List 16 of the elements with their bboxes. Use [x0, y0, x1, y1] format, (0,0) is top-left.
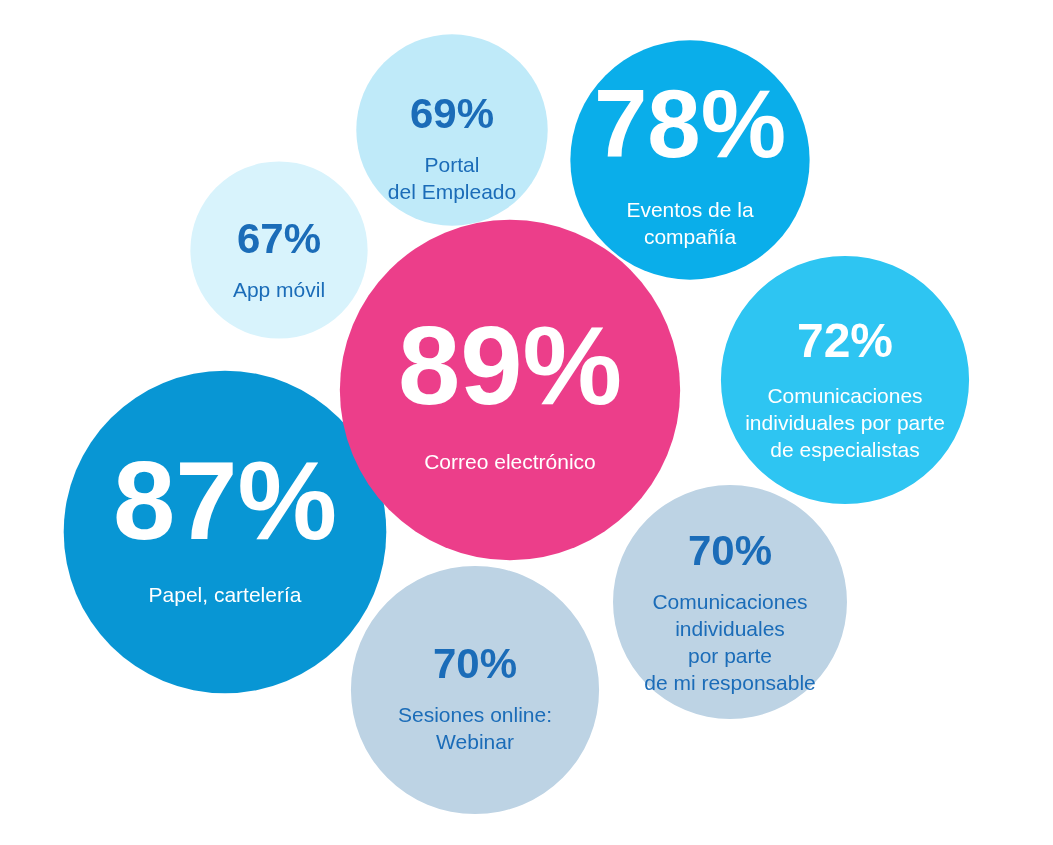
- data-label: 78%: [593, 70, 787, 177]
- category-label: App móvil: [232, 278, 326, 301]
- data-label: 87%: [112, 438, 338, 563]
- category-label: Papel, cartelería: [148, 583, 302, 606]
- category-label: Comunicaciones individuales por parte de mi responsable: [644, 590, 816, 694]
- data-label: 89%: [397, 303, 623, 428]
- data-label: 70%: [687, 527, 773, 574]
- category-label: Eventos de la compañía: [626, 198, 754, 248]
- data-label: 69%: [409, 90, 495, 137]
- data-label: 67%: [236, 215, 322, 262]
- data-label: 70%: [432, 640, 518, 687]
- category-label: Correo electrónico: [424, 450, 596, 473]
- category-label: Sesiones online: Webinar: [397, 703, 553, 753]
- category-label: Portal del Empleado: [387, 153, 517, 203]
- data-label: 72%: [796, 314, 894, 367]
- category-label: Comunicaciones individuales por parte de especialistas: [745, 384, 945, 461]
